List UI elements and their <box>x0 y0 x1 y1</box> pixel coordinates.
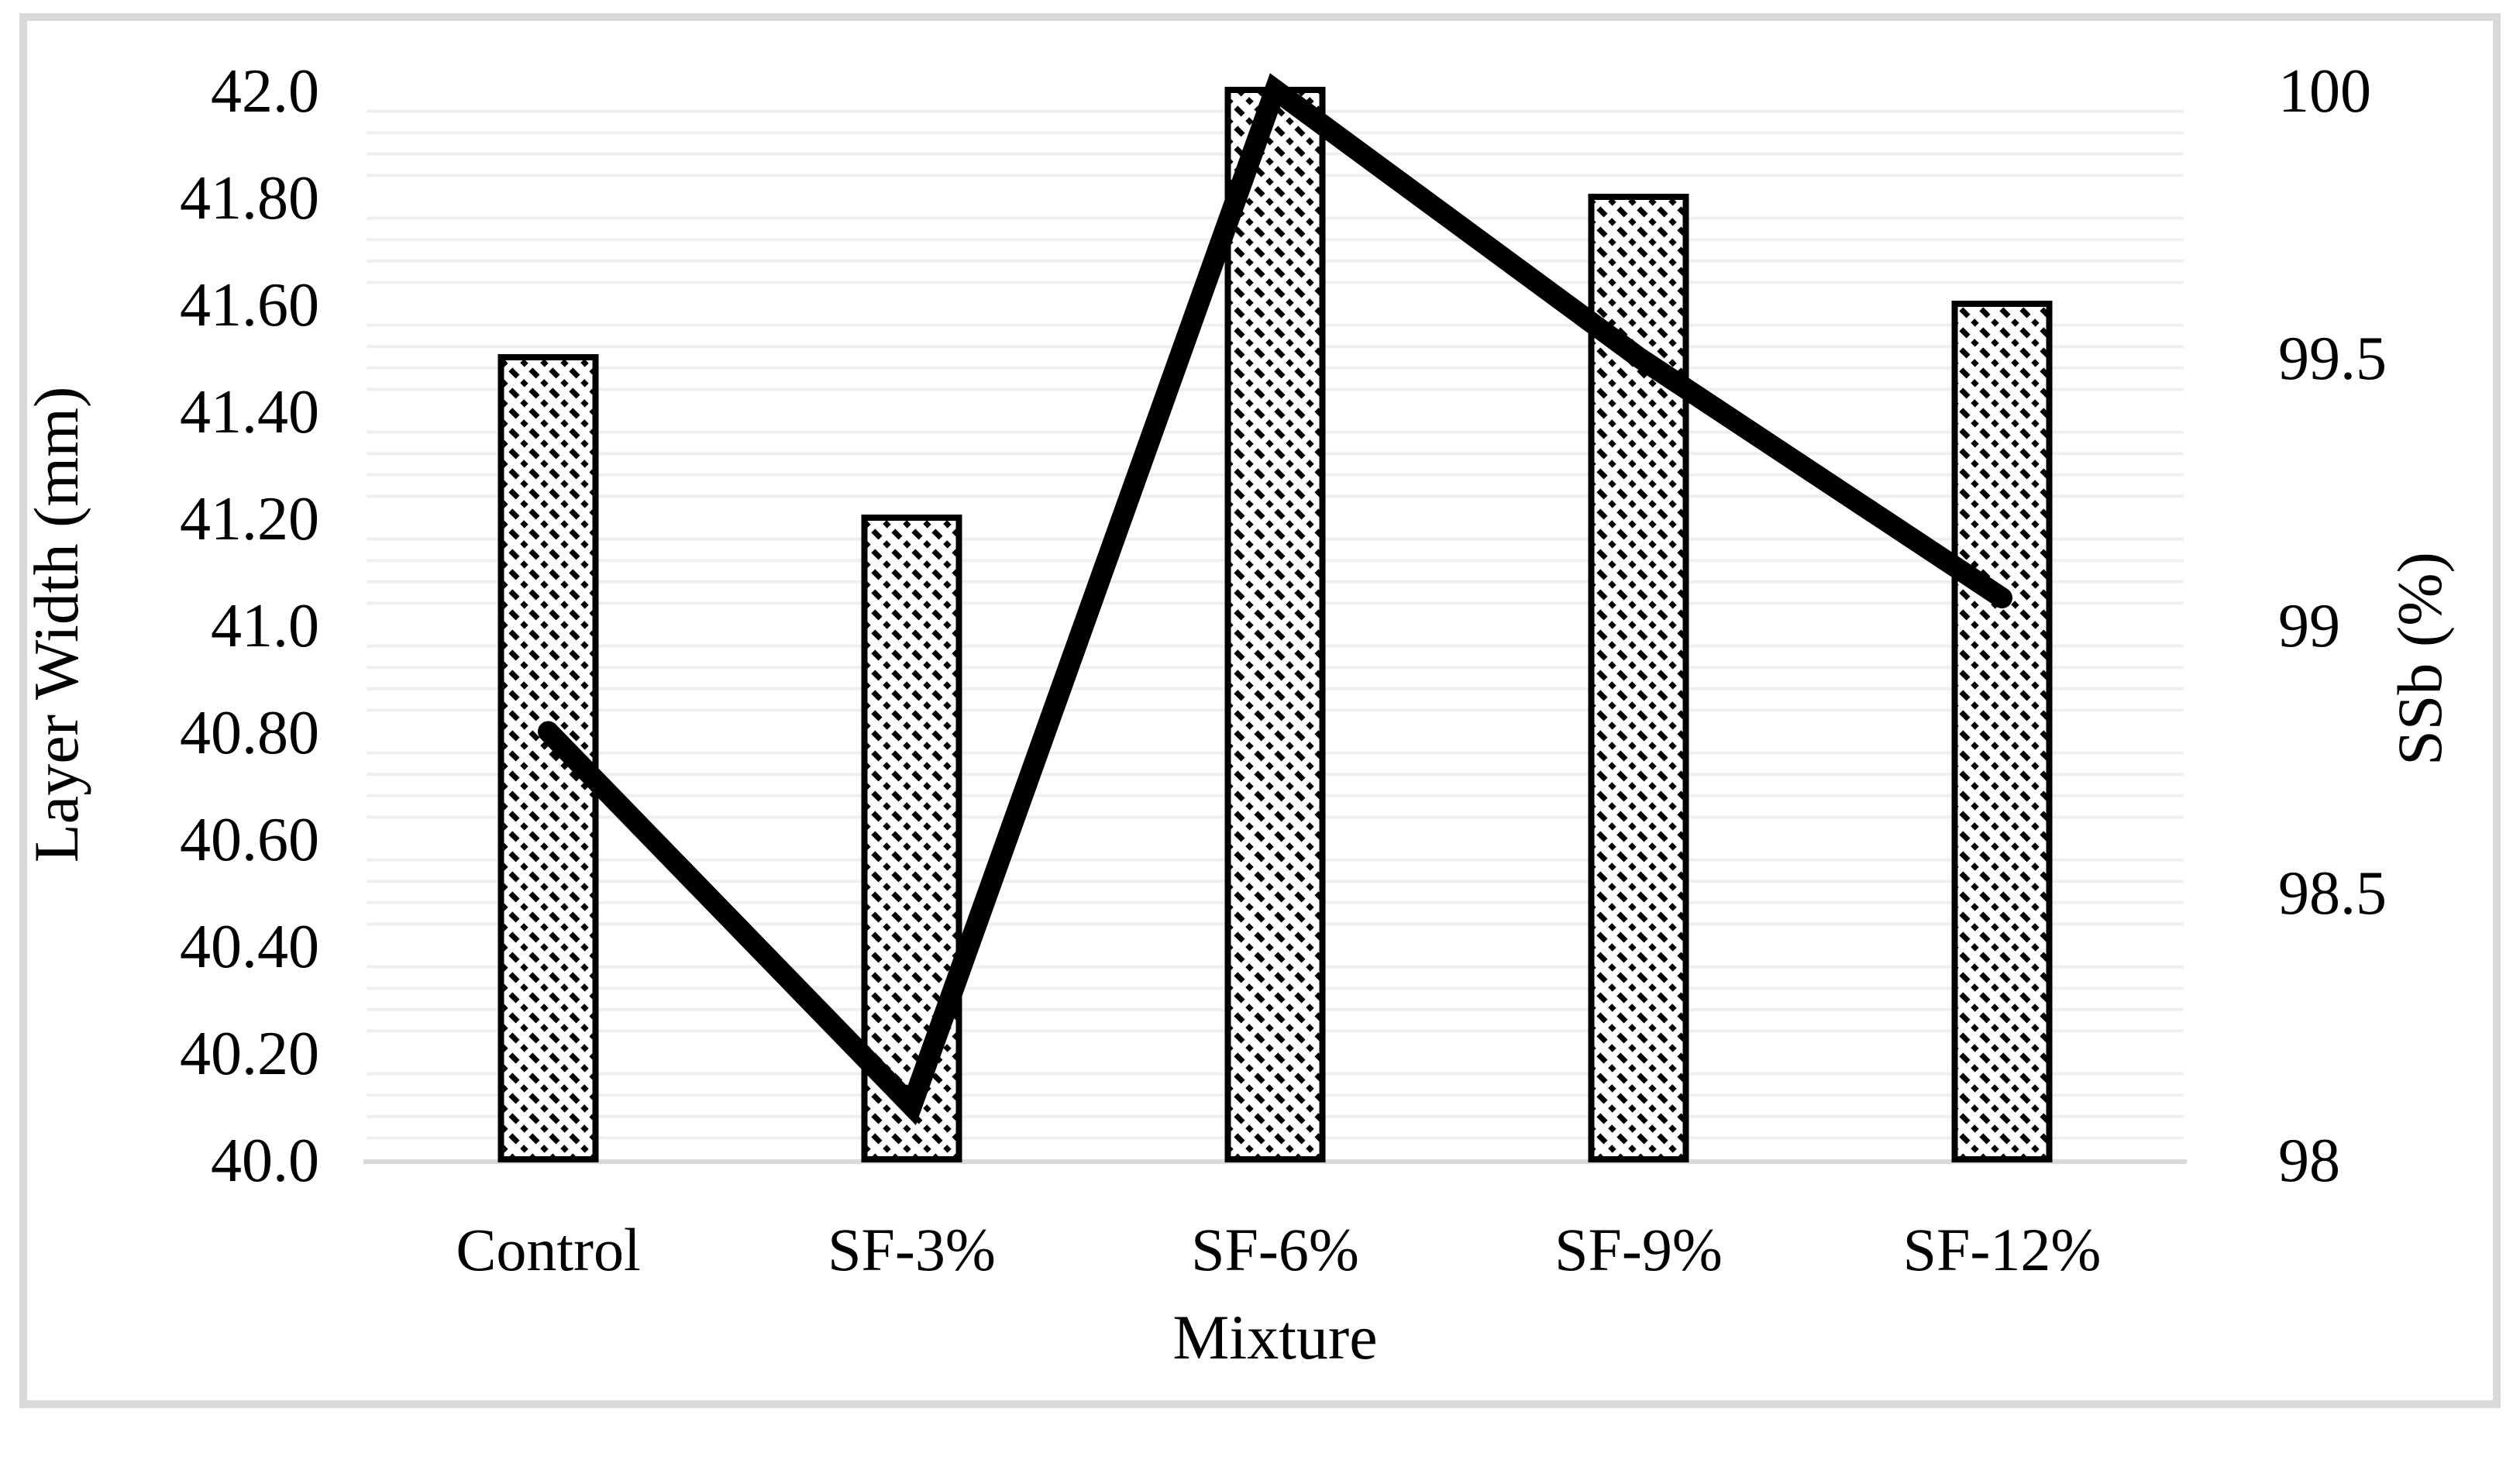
left-axis-tick-label: 41.40 <box>180 378 319 446</box>
right-axis-tick-label: 99.5 <box>2278 325 2387 393</box>
left-axis-ticks: 42.0 41.80 41.60 41.40 41.20 41.0 40.80 40.60 40… <box>180 57 319 1195</box>
right-axis-tick-label: 98.5 <box>2278 859 2387 928</box>
left-axis-tick-label: 41.80 <box>180 164 319 232</box>
left-axis-tick-label: 40.60 <box>180 806 319 874</box>
left-axis-title: Layer Width (mm) <box>21 387 91 863</box>
left-axis-tick-label: 40.20 <box>180 1020 319 1088</box>
left-axis-tick-label: 40.0 <box>211 1127 319 1195</box>
bar-sf-3- <box>861 515 962 1162</box>
x-axis-category-label: SF-3% <box>828 1216 996 1283</box>
right-axis-ticks: 100 99.5 99 98.5 98 <box>2278 57 2387 1195</box>
left-axis-tick-label: 40.80 <box>180 699 319 767</box>
x-axis-categories: Control SF-3% SF-6% SF-9% SF-12% <box>456 1216 2101 1283</box>
left-axis-tick-label: 41.0 <box>211 592 319 660</box>
x-axis-category-label: SF-6% <box>1191 1216 1359 1283</box>
right-axis-tick-label: 98 <box>2278 1127 2340 1195</box>
bar-series <box>497 87 2053 1162</box>
ssb-line <box>538 73 2012 1125</box>
x-axis-category-label: SF-12% <box>1903 1216 2102 1283</box>
bar-sf-12- <box>1951 301 2053 1162</box>
left-axis-tick-label: 40.40 <box>180 913 319 981</box>
right-axis-title: SSb (%) <box>2384 552 2455 766</box>
x-axis-category-label: Control <box>456 1216 640 1283</box>
figure-border <box>19 13 2501 1408</box>
x-axis-category-label: SF-9% <box>1554 1216 1723 1283</box>
bar-sf-6- <box>1224 87 1326 1162</box>
left-axis-tick-label: 41.20 <box>180 485 319 553</box>
left-axis-tick-label: 42.0 <box>211 57 319 126</box>
left-axis-tick-label: 41.60 <box>180 271 319 339</box>
right-axis-tick-label: 100 <box>2278 57 2371 126</box>
x-axis-title: Mixture <box>1172 1302 1377 1372</box>
right-axis-tick-label: 99 <box>2278 592 2340 660</box>
